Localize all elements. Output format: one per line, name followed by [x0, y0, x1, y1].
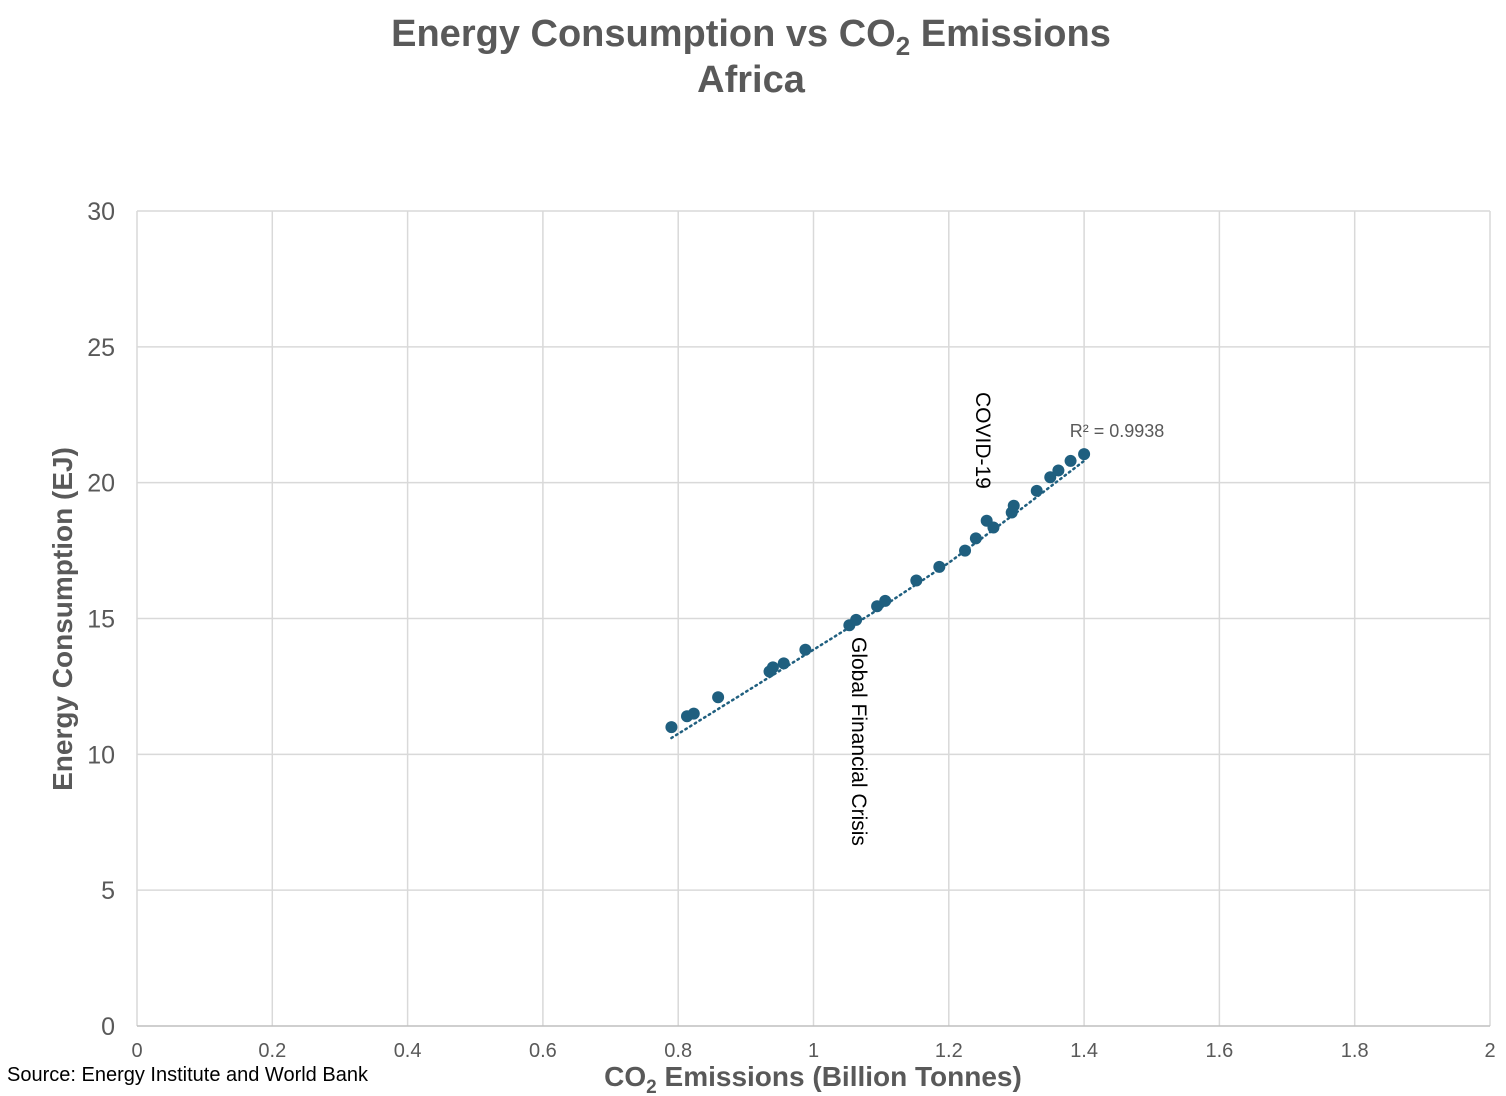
tick-labels: 0 5 10 15 20 25 30 0 0.2 0.4 0.6 0.8 1 1.2 1.4 1.6 1.8 2	[87, 198, 1495, 1062]
data-point	[1030, 484, 1043, 497]
annotation-global-financial-crisis: Global Financial Crisis	[847, 637, 870, 846]
data-point	[910, 574, 923, 587]
data-point	[1007, 499, 1020, 512]
data-point	[766, 661, 779, 674]
chart-title-line1: Energy Consumption vs CO2 Emissions	[391, 13, 1111, 61]
data-point	[1078, 448, 1091, 461]
x-tick-label: 0.2	[258, 1040, 286, 1062]
data-point	[850, 613, 863, 626]
x-tick-label: 0.4	[394, 1040, 422, 1062]
data-point	[987, 521, 1000, 534]
data-points	[665, 448, 1091, 734]
data-point	[959, 544, 972, 557]
x-tick-label: 0.8	[664, 1040, 692, 1062]
data-point	[1044, 471, 1057, 484]
data-point	[879, 594, 892, 607]
data-point	[777, 657, 790, 670]
x-tick-label: 1.4	[1070, 1040, 1098, 1062]
annotation-covid-19: COVID-19	[971, 392, 994, 489]
data-point	[799, 643, 812, 656]
data-point	[687, 707, 700, 720]
data-point	[933, 560, 946, 573]
data-point	[712, 691, 725, 704]
x-tick-label: 1	[808, 1040, 819, 1062]
y-tick-label: 5	[101, 877, 115, 905]
y-axis-title: Energy Consumption (EJ)	[47, 447, 78, 791]
data-point	[1052, 464, 1065, 477]
x-tick-label: 2	[1484, 1040, 1495, 1062]
chart-title-line2: Africa	[697, 59, 806, 101]
data-point	[1064, 454, 1077, 467]
data-point	[665, 721, 678, 734]
x-tick-label: 1.6	[1205, 1040, 1233, 1062]
trendline	[670, 459, 1086, 740]
source-note: Source: Energy Institute and World Bank	[7, 1064, 368, 1086]
y-tick-label: 30	[87, 198, 115, 226]
y-tick-label: 10	[87, 741, 115, 769]
x-tick-label: 1.8	[1341, 1040, 1369, 1062]
x-tick-label: 0	[131, 1040, 142, 1062]
data-point	[969, 532, 982, 545]
y-tick-label: 0	[101, 1013, 115, 1041]
y-tick-label: 25	[87, 334, 115, 362]
y-tick-label: 15	[87, 606, 115, 634]
x-tick-label: 1.2	[935, 1040, 963, 1062]
r-squared-label: R² = 0.9938	[1070, 421, 1165, 441]
grid	[136, 210, 1491, 1026]
trendline-group	[670, 459, 1086, 740]
y-tick-label: 20	[87, 470, 115, 498]
x-axis-title: CO2 Emissions (Billion Tonnes)	[604, 1061, 1022, 1096]
x-tick-label: 0.6	[529, 1040, 557, 1062]
